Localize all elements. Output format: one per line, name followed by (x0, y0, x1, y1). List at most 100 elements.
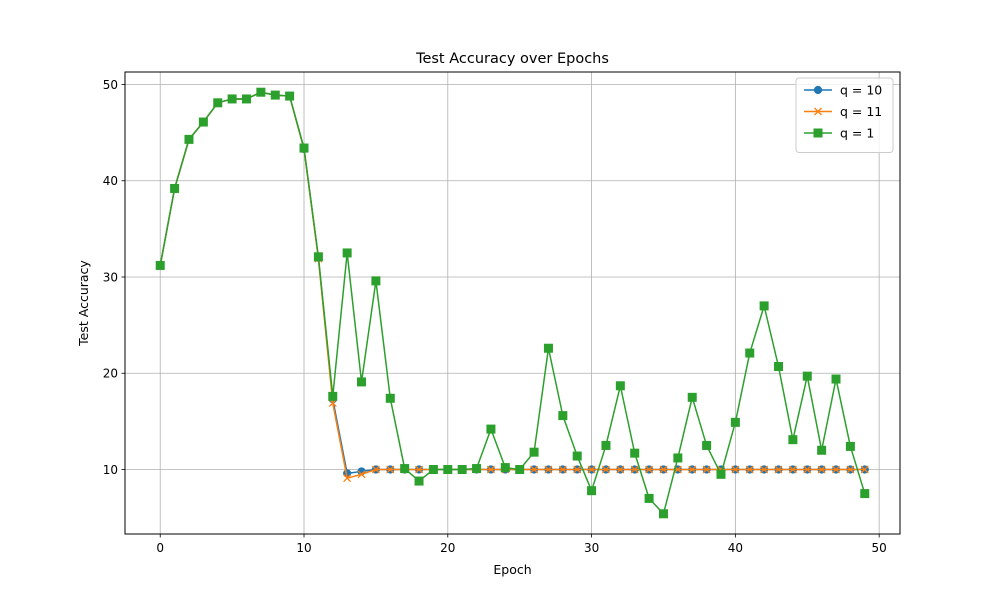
data-point (573, 465, 582, 474)
x-marker-stroke (817, 465, 826, 474)
data-point (558, 411, 568, 421)
data-point (658, 509, 668, 519)
x-tick-label: 30 (584, 541, 599, 555)
data-point (544, 465, 553, 474)
data-point (788, 435, 798, 445)
data-point (256, 87, 266, 97)
x-tick-label: 10 (296, 541, 311, 555)
x-marker-stroke (486, 465, 495, 474)
x-marker-stroke (760, 465, 769, 474)
x-marker-stroke (860, 465, 869, 474)
legend: q = 10 q = 11 q = 1 (795, 77, 894, 153)
data-point (486, 465, 495, 474)
series-q-1 (155, 87, 870, 519)
data-point (702, 465, 711, 474)
x-tick-label: 40 (728, 541, 743, 555)
data-point (831, 374, 841, 384)
data-point (299, 143, 309, 153)
x-marker-stroke (415, 465, 423, 474)
x-marker-stroke (357, 470, 366, 479)
data-point (371, 276, 381, 286)
data-point (673, 453, 683, 463)
data-point (428, 465, 438, 475)
legend-marker (813, 85, 823, 95)
data-point (572, 451, 582, 461)
x-marker-stroke (573, 465, 582, 474)
x-axis-label: Epoch (493, 562, 531, 577)
data-point (774, 362, 784, 372)
x-marker-stroke (832, 465, 840, 474)
data-point (845, 441, 855, 451)
data-point (803, 465, 812, 474)
x-marker-stroke (602, 465, 610, 474)
data-point (774, 465, 783, 474)
legend-marker (813, 128, 823, 138)
x-marker-stroke (659, 465, 668, 474)
data-point (241, 94, 251, 104)
legend-label: q = 1 (840, 126, 874, 141)
legend-label: q = 11 (840, 104, 882, 119)
data-point (328, 391, 338, 401)
data-point (760, 465, 769, 474)
data-point (342, 248, 352, 258)
legend-label: q = 10 (840, 83, 882, 98)
y-tick-label: 30 (103, 270, 118, 284)
data-point (630, 448, 640, 458)
data-point (529, 447, 539, 457)
data-point (730, 417, 740, 427)
data-point (716, 469, 726, 479)
data-point (860, 465, 869, 474)
x-marker-stroke (544, 465, 553, 474)
data-point (645, 465, 654, 474)
data-point (170, 183, 180, 193)
x-tick-label: 50 (872, 541, 887, 555)
x-marker-stroke (616, 465, 625, 474)
y-tick-label: 40 (103, 174, 118, 188)
data-point (414, 476, 424, 486)
data-point (846, 465, 855, 474)
data-point (702, 440, 712, 450)
data-point (155, 260, 165, 270)
data-point (198, 117, 208, 127)
data-point (443, 465, 453, 475)
x-tick-label: 0 (156, 541, 164, 555)
x-marker-stroke (371, 465, 380, 474)
x-tick-label: 20 (440, 541, 455, 555)
data-point (515, 465, 525, 475)
data-point (270, 90, 280, 100)
data-point (415, 465, 423, 474)
data-point (213, 98, 223, 108)
x-marker-stroke (558, 465, 567, 474)
data-point (860, 489, 870, 499)
data-point (802, 371, 812, 381)
legend-entry: q = 10 (804, 83, 882, 98)
x-marker-stroke (774, 465, 783, 474)
data-point (343, 474, 352, 483)
data-point (227, 94, 237, 104)
data-point (817, 445, 827, 455)
chart-title: Test Accuracy over Epochs (415, 51, 609, 67)
data-point (400, 464, 410, 474)
data-point (587, 486, 597, 496)
data-point (543, 343, 553, 353)
data-point (371, 465, 380, 474)
data-point (759, 301, 769, 311)
data-point (357, 470, 366, 479)
data-point (386, 465, 395, 474)
x-marker-stroke (846, 465, 855, 474)
x-marker-stroke (803, 465, 812, 474)
x-marker-stroke (745, 465, 754, 474)
data-point (731, 465, 740, 474)
data-point (788, 465, 797, 474)
data-point (500, 463, 510, 473)
data-point (601, 440, 611, 450)
x-marker-stroke (386, 465, 395, 474)
data-point (472, 464, 482, 474)
data-point (587, 465, 596, 474)
data-point (659, 465, 668, 474)
legend-entry: q = 11 (804, 104, 882, 119)
data-point (184, 134, 194, 144)
x-marker-stroke (645, 465, 654, 474)
data-point (630, 465, 639, 474)
data-point (817, 465, 826, 474)
